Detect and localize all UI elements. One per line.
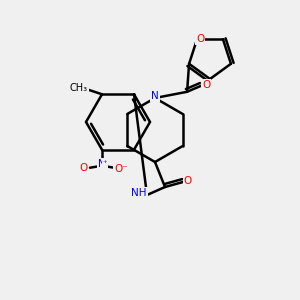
Text: N: N	[98, 159, 106, 169]
Text: NH: NH	[131, 188, 147, 198]
Text: CH₃: CH₃	[70, 83, 88, 93]
Text: O: O	[79, 163, 87, 173]
Text: O: O	[202, 80, 210, 90]
Text: O: O	[184, 176, 192, 186]
Text: O⁻: O⁻	[114, 164, 128, 174]
Text: O: O	[196, 34, 204, 44]
Text: ⁺: ⁺	[103, 159, 107, 168]
Text: N: N	[151, 91, 159, 101]
